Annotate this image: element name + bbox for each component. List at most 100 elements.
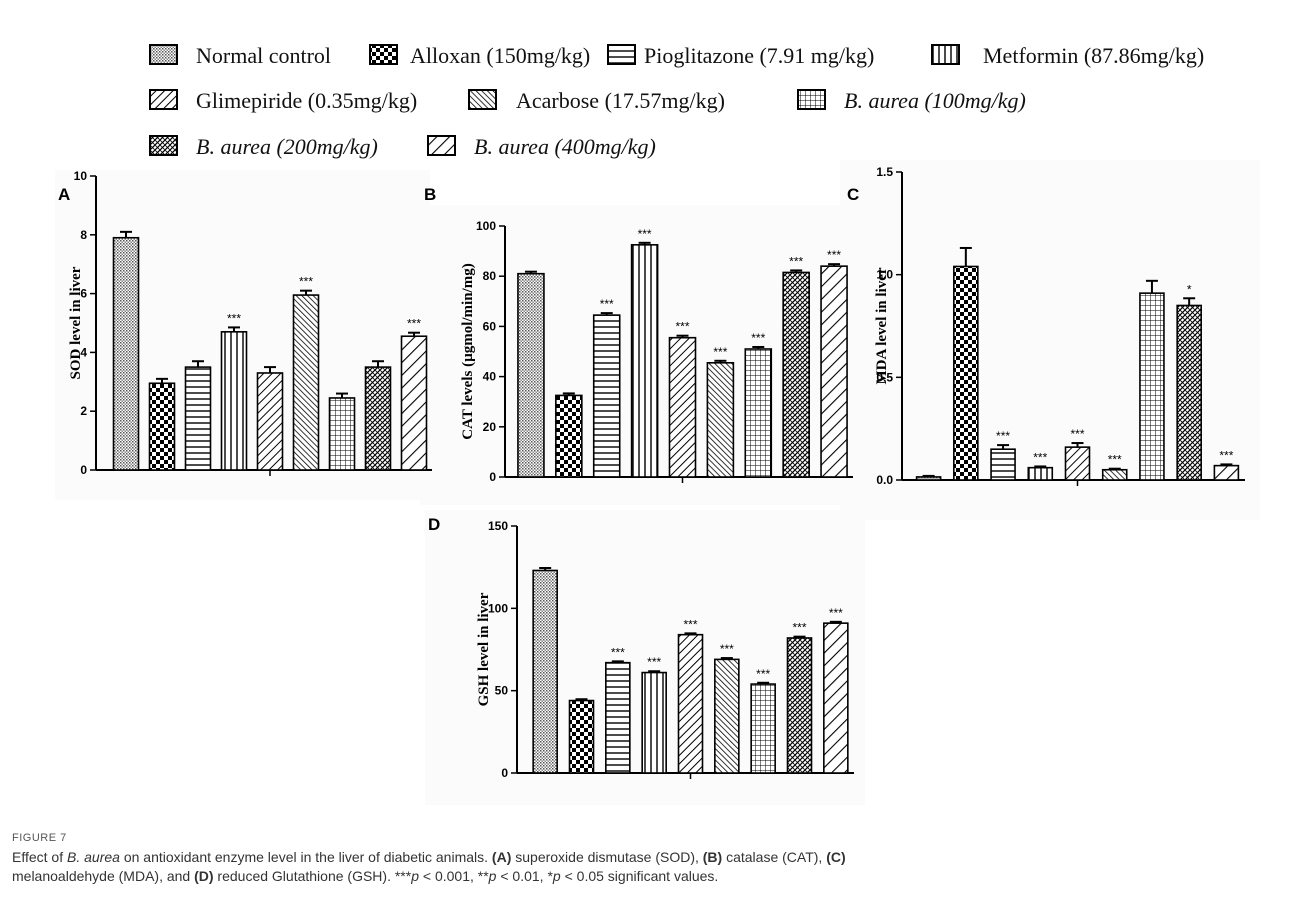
significance-label: *** <box>996 429 1010 443</box>
caption-label-b: (B) <box>702 849 723 865</box>
y-tick-label: 10 <box>74 169 88 183</box>
bar <box>532 569 558 774</box>
bar <box>677 633 704 774</box>
legend-swatch-checker <box>369 44 398 65</box>
legend-label: Alloxan (150mg/kg) <box>410 43 590 68</box>
legend-label: B. aurea (400mg/kg) <box>474 134 656 159</box>
chart-panel-b: 0 20 40 60 80 100 CAT levels (µgmol/min/mg) ***… <box>460 219 853 484</box>
y-tick-label: 4 <box>80 345 87 359</box>
legend-swatch-forward-diagonal <box>149 89 178 110</box>
bar <box>823 622 849 774</box>
y-axis-title: GSH level in liver <box>476 592 492 706</box>
bar <box>915 476 942 481</box>
bar <box>517 272 545 478</box>
chart-panel-d: 0 50 100 150 GSH level in liver *** *** *** *** *… <box>476 519 854 780</box>
significance-label: *** <box>1033 450 1047 464</box>
legend-swatch-vertical-lines <box>931 44 960 65</box>
significance-label: * <box>1187 282 1192 296</box>
figure-canvas: Normal control Alloxan (150mg/kg) Piogli… <box>58 43 1245 780</box>
bar <box>668 336 697 478</box>
significance-label: *** <box>713 345 727 359</box>
significance-label: *** <box>720 642 734 656</box>
significance-label: *** <box>611 645 625 659</box>
significance-label: *** <box>638 227 652 241</box>
caption-species: B. aurea <box>67 849 120 865</box>
y-tick-label: 100 <box>476 219 496 233</box>
significance-label: *** <box>827 248 841 262</box>
bar <box>605 661 631 774</box>
bar <box>786 637 813 774</box>
bar <box>782 271 810 478</box>
bar <box>820 265 848 478</box>
caption-label-a: (A) <box>491 849 512 865</box>
significance-label: *** <box>683 617 697 631</box>
chart-panel-a: 0 2 4 6 8 10 SOD level in liver *** *** *** <box>68 169 432 477</box>
legend-label: B. aurea (200mg/kg) <box>196 134 378 159</box>
y-axis-title: SOD level in liver <box>68 266 84 379</box>
y-tick-label: 8 <box>80 228 87 242</box>
caption-threshold-2: < 0.01, * <box>496 868 553 884</box>
y-tick-label: 2 <box>80 404 87 418</box>
bar <box>1101 468 1128 481</box>
y-tick-label: 6 <box>80 287 87 301</box>
significance-label: *** <box>1070 427 1084 441</box>
y-tick-label: 50 <box>495 684 509 698</box>
significance-label: *** <box>647 655 661 669</box>
bar <box>1064 446 1091 481</box>
bar <box>328 397 356 471</box>
legend-swatch-backward-diagonal <box>468 89 497 110</box>
legend-item-b-aurea-100: B. aurea (100mg/kg) <box>797 88 1026 113</box>
y-tick-label: 0 <box>501 766 508 780</box>
significance-label: *** <box>299 275 313 289</box>
bar <box>400 335 428 471</box>
bar <box>568 699 595 774</box>
significance-label: *** <box>227 311 241 325</box>
y-tick-label: 150 <box>488 519 508 533</box>
legend-swatch-diamond <box>149 135 178 156</box>
caption-label-c: (C) <box>826 849 846 865</box>
significance-label: *** <box>756 667 770 681</box>
y-tick-label: 20 <box>483 420 497 434</box>
legend-swatch-horizontal-lines <box>607 44 636 65</box>
legend-label: B. aurea (100mg/kg) <box>844 88 1026 113</box>
legend-label: Glimepiride (0.35mg/kg) <box>196 88 417 113</box>
legend-item-pioglitazone: Pioglitazone (7.91 mg/kg) <box>607 43 874 68</box>
panel-letter-b: B <box>424 185 436 204</box>
legend-item-b-aurea-400: B. aurea (400mg/kg) <box>427 134 656 159</box>
y-tick-label: 0.0 <box>876 473 893 487</box>
bar <box>112 236 140 471</box>
significance-label: *** <box>829 606 843 620</box>
legend: Normal control Alloxan (150mg/kg) Piogli… <box>149 43 1204 159</box>
caption-p-3: p <box>552 868 561 884</box>
bar <box>630 244 659 478</box>
caption-label-d: (D) <box>194 868 214 884</box>
legend-label: Pioglitazone (7.91 mg/kg) <box>644 43 874 68</box>
caption-threshold-1: < 0.001, ** <box>419 868 489 884</box>
legend-item-normal-control: Normal control <box>149 43 331 68</box>
significance-label: *** <box>792 621 806 635</box>
figure-number: FIGURE 7 <box>12 832 67 844</box>
y-tick-label: 100 <box>488 601 508 615</box>
legend-swatch-fine-crosshatch <box>149 44 178 65</box>
legend-label: Acarbose (17.57mg/kg) <box>516 88 725 113</box>
y-tick-label: 0.5 <box>876 370 893 384</box>
bar <box>256 372 284 471</box>
bar <box>714 658 740 774</box>
bar <box>641 671 667 774</box>
y-tick-label: 60 <box>483 319 497 333</box>
caption-p-2: p <box>488 868 497 884</box>
panel-letter-c: C <box>847 185 859 204</box>
y-tick-label: 0 <box>489 470 496 484</box>
legend-item-b-aurea-200: B. aurea (200mg/kg) <box>149 134 378 159</box>
bar <box>148 382 176 471</box>
legend-item-acarbose: Acarbose (17.57mg/kg) <box>468 88 725 113</box>
legend-swatch-grid <box>797 89 826 110</box>
legend-swatch-wide-backward-diagonal <box>427 135 456 156</box>
legend-item-glimepiride: Glimepiride (0.35mg/kg) <box>149 88 417 113</box>
y-tick-label: 0 <box>80 463 87 477</box>
significance-label: *** <box>600 297 614 311</box>
bar <box>292 294 320 471</box>
caption-p-1: p <box>411 868 419 884</box>
bar <box>1027 466 1054 481</box>
significance-label: *** <box>751 331 765 345</box>
